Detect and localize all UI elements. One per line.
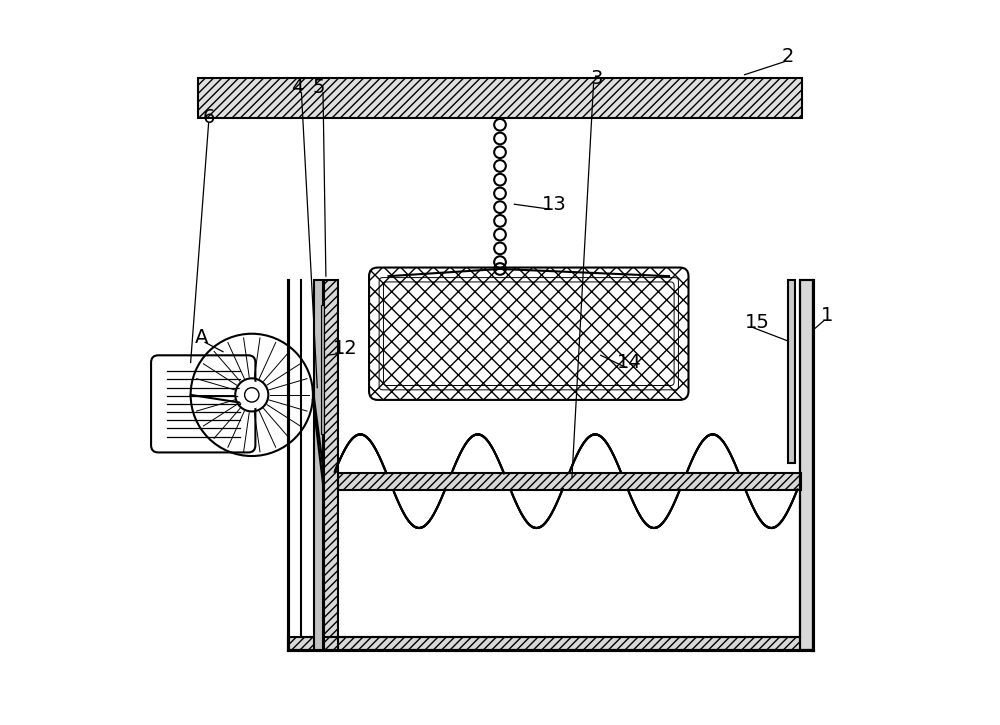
- Text: 2: 2: [782, 47, 794, 66]
- Text: A: A: [195, 328, 208, 347]
- Bar: [288, 637, 813, 650]
- Bar: [800, 280, 813, 650]
- Text: 3: 3: [591, 69, 603, 88]
- Text: 5: 5: [312, 78, 325, 97]
- Text: 14: 14: [617, 353, 642, 372]
- FancyBboxPatch shape: [151, 355, 255, 452]
- Bar: [331, 473, 801, 490]
- Bar: [198, 78, 802, 118]
- Bar: [314, 280, 323, 650]
- Bar: [788, 280, 795, 463]
- Text: 12: 12: [333, 339, 358, 357]
- FancyBboxPatch shape: [369, 268, 688, 400]
- Bar: [321, 305, 324, 434]
- Text: 1: 1: [821, 306, 834, 326]
- Circle shape: [239, 382, 265, 408]
- Bar: [800, 280, 813, 650]
- Text: 4: 4: [291, 78, 303, 97]
- Bar: [324, 280, 338, 650]
- Text: 6: 6: [202, 109, 215, 128]
- Text: 13: 13: [542, 195, 566, 214]
- Text: 15: 15: [745, 313, 770, 333]
